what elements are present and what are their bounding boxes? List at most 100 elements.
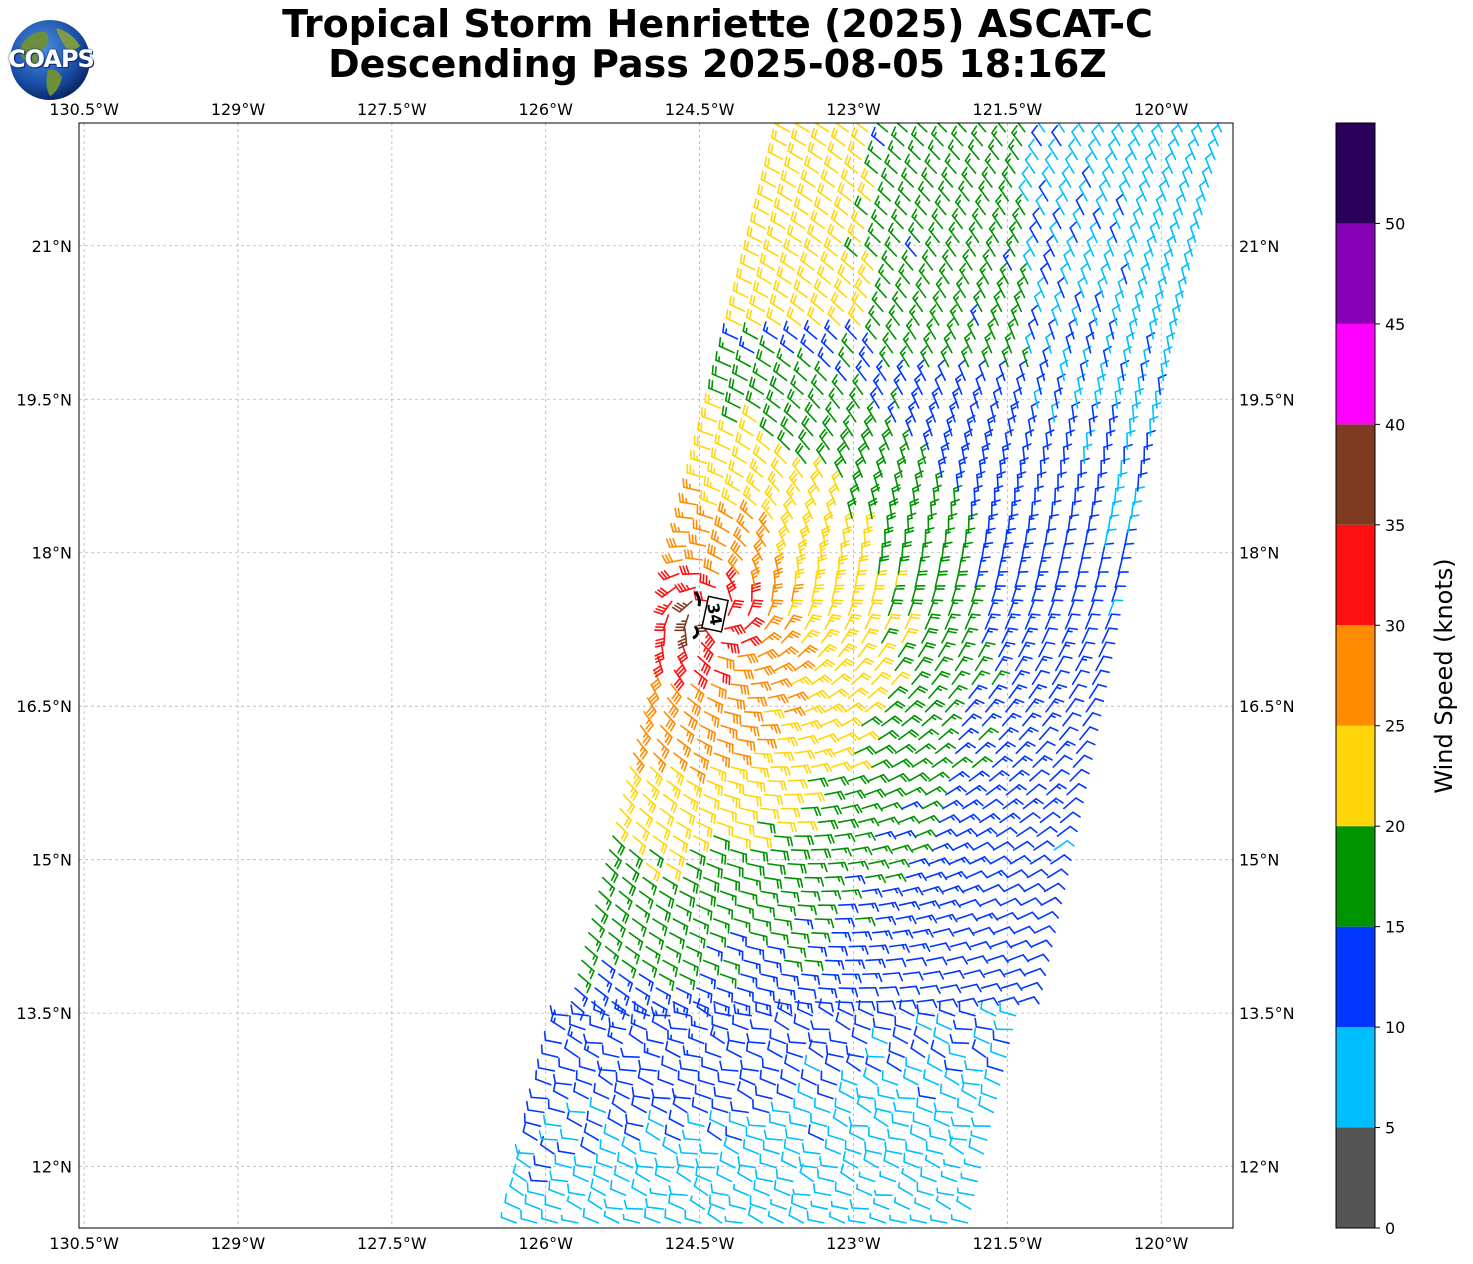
- wind-barb: [732, 281, 749, 299]
- wind-barb: [801, 973, 821, 986]
- wind-barb: [739, 1069, 756, 1086]
- wind-barb: [798, 1156, 818, 1169]
- wind-barb: [802, 511, 812, 534]
- wind-barb: [932, 290, 943, 313]
- wind-barb: [841, 889, 862, 899]
- wind-barb: [939, 899, 961, 909]
- wind-barb: [961, 713, 982, 727]
- wind-barb: [925, 235, 937, 257]
- wind-barb: [841, 973, 862, 984]
- lat-tick-label-left: 15°N: [32, 851, 72, 870]
- wind-barb: [838, 346, 851, 368]
- wind-barb: [1040, 896, 1063, 906]
- wind-barb: [985, 235, 996, 257]
- wind-barb: [1037, 911, 1060, 920]
- wind-barb: [713, 669, 731, 686]
- wind-barb: [1021, 166, 1033, 188]
- wind-barb: [1038, 726, 1059, 741]
- wind-barb: [683, 793, 699, 812]
- wind-barb: [750, 849, 769, 863]
- wind-barb: [739, 499, 754, 520]
- wind-barb: [630, 1014, 647, 1031]
- wind-barb: [981, 345, 990, 368]
- wind-barb: [1034, 925, 1056, 934]
- lon-tick-label-bottom: 123°W: [826, 1234, 881, 1253]
- wind-barb: [696, 987, 713, 1004]
- wind-barb: [921, 800, 944, 810]
- wind-barb: [1067, 599, 1084, 616]
- wind-barb: [1015, 193, 1026, 216]
- wind-barb: [1011, 585, 1026, 603]
- colorbar-segment: [1336, 826, 1375, 927]
- wind-barb: [756, 430, 771, 451]
- wind-barb: [651, 1096, 668, 1114]
- wind-barb: [743, 711, 764, 722]
- wind-barb: [850, 127, 866, 147]
- wind-barb: [759, 1153, 777, 1169]
- wind-barb: [774, 1011, 790, 1031]
- wind-barb: [901, 627, 919, 644]
- wind-barb: [1019, 359, 1028, 382]
- wind-barb: [763, 876, 783, 890]
- wind-barb: [628, 1025, 644, 1045]
- wind-barb: [552, 1073, 572, 1086]
- wind-barb: [881, 715, 903, 727]
- wind-barb: [790, 375, 804, 395]
- wind-barb: [733, 1001, 751, 1016]
- wind-barb: [797, 183, 813, 202]
- wind-barb: [1068, 683, 1088, 699]
- wind-barb: [961, 442, 971, 464]
- wind-barb: [665, 945, 682, 964]
- wind-barb: [706, 945, 723, 962]
- wind-barb: [927, 139, 941, 161]
- wind-barb: [631, 1178, 647, 1197]
- wind-barb: [1171, 124, 1180, 147]
- wind-barb: [1043, 248, 1052, 271]
- wind-barb: [865, 958, 886, 969]
- colorbar-tick-label: 40: [1385, 415, 1405, 434]
- wind-barb: [1000, 982, 1023, 991]
- wind-barb: [827, 861, 849, 872]
- wind-barb: [692, 1001, 710, 1018]
- wind-barb: [912, 1111, 930, 1127]
- wind-barb: [686, 945, 703, 963]
- wind-barb: [638, 1141, 658, 1155]
- wind-barb: [898, 815, 921, 824]
- wind-barb: [1140, 360, 1150, 382]
- wind-barb: [857, 264, 871, 285]
- wind-barb: [931, 208, 944, 230]
- wind-barb: [528, 1088, 549, 1100]
- wind-barb: [646, 697, 657, 719]
- wind-barb: [804, 792, 825, 802]
- wind-barb: [956, 1195, 972, 1210]
- wind-barb: [931, 585, 946, 603]
- wind-barb: [1114, 571, 1129, 589]
- wind-barb: [603, 1198, 623, 1210]
- wind-barb: [909, 304, 920, 326]
- wind-barb: [831, 469, 841, 492]
- wind-barb: [1062, 712, 1082, 727]
- wind-barb: [871, 671, 892, 685]
- wind-barb: [706, 862, 723, 879]
- wind-barb: [522, 1122, 538, 1141]
- wind-barb: [652, 1001, 668, 1019]
- wind-barb: [509, 1177, 524, 1197]
- wind-barb: [847, 599, 864, 616]
- wind-barb: [807, 224, 822, 243]
- wind-barb: [650, 1006, 671, 1017]
- wind-barb: [935, 828, 958, 837]
- wind-barb: [700, 406, 718, 423]
- wind-barb: [768, 1113, 787, 1127]
- wind-barb: [832, 1108, 848, 1127]
- lat-tick-label-right: 15°N: [1239, 851, 1279, 870]
- wind-barb: [780, 721, 802, 732]
- wind-barb: [689, 932, 706, 949]
- wind-barb: [759, 252, 776, 271]
- wind-barb: [966, 870, 988, 879]
- wind-barb: [599, 1139, 617, 1155]
- wind-barb: [980, 999, 997, 1017]
- wind-barb: [622, 876, 637, 897]
- wind-barb: [659, 724, 673, 746]
- wind-barb: [591, 1001, 606, 1021]
- wind-barb: [662, 959, 678, 978]
